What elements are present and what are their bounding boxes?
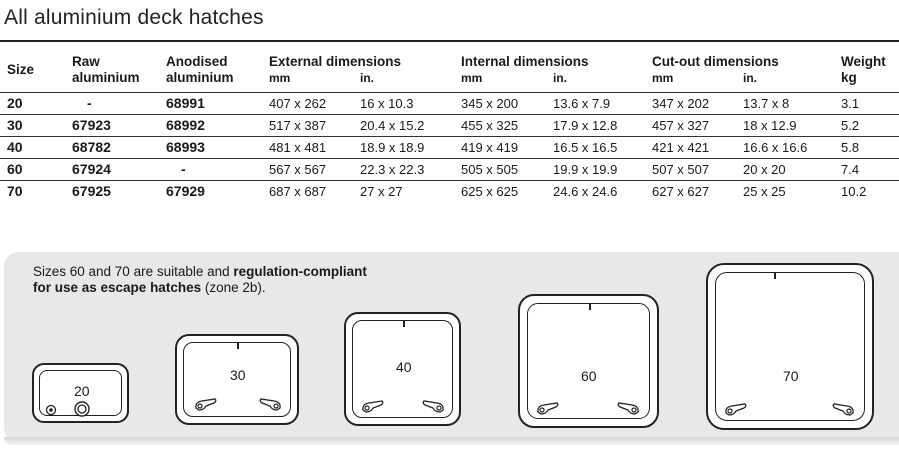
hatch-handle-icon (195, 398, 217, 411)
header-anodised: Anodised aluminium (166, 54, 234, 85)
hatch-size-20: 20 (32, 363, 129, 423)
hatch-handle-icon (537, 402, 559, 415)
hatch-size-30: 30 (175, 334, 299, 425)
table-row: 20-68991 407 x 262 16 x 10.3 345 x 200 13.6… (0, 92, 899, 115)
escape-hatch-note: Sizes 60 and 70 are suitable and regulat… (33, 264, 367, 295)
hatch-size-60: 60 (518, 294, 659, 428)
hatch-knob-icon (45, 404, 57, 416)
title-rule (0, 40, 899, 42)
hatch-handle-icon (362, 400, 384, 413)
header-size: Size (7, 62, 35, 77)
table-row: 70 67925 67929 687 x 687 27 x 27 625 x 625 24… (0, 180, 899, 202)
hatch-label-60: 60 (581, 368, 597, 384)
header-external: External dimensions mm in. (269, 54, 402, 85)
header-weight: Weight kg (841, 54, 886, 85)
hatch-knob-icon (74, 401, 90, 417)
hatch-spec-table: Size Raw aluminium Anodised aluminium Exte… (0, 44, 899, 202)
hatch-handle-icon (725, 403, 747, 416)
header-raw: Raw aluminium (72, 54, 140, 85)
hatch-handle-icon (422, 400, 444, 413)
header-internal: Internal dimensions mm in. (461, 54, 589, 85)
page-title: All aluminium deck hatches (4, 6, 264, 29)
table-header-row: Size Raw aluminium Anodised aluminium Exte… (0, 44, 899, 93)
header-cutout: Cut-out dimensions mm in. (652, 54, 779, 85)
table-row: 40 68782 68993 481 x 481 18.9 x 18.9 419 x 4… (0, 136, 899, 159)
hatch-handle-icon (259, 398, 281, 411)
hatch-handle-icon (617, 402, 639, 415)
hatch-label-20: 20 (74, 383, 90, 399)
panel-shadow (4, 437, 899, 445)
hatch-label-30: 30 (230, 367, 246, 383)
hatch-label-40: 40 (396, 359, 412, 375)
hatch-handle-icon (832, 403, 854, 416)
table-row: 30 67923 68992 517 x 387 20.4 x 15.2 455 x 3… (0, 114, 899, 137)
hatch-size-70: 70 (706, 263, 874, 430)
table-row: 60 67924- 567 x 567 22.3 x 22.3 505 x 505 19… (0, 158, 899, 181)
hatch-size-40: 40 (344, 312, 461, 426)
hatch-label-70: 70 (783, 368, 799, 384)
